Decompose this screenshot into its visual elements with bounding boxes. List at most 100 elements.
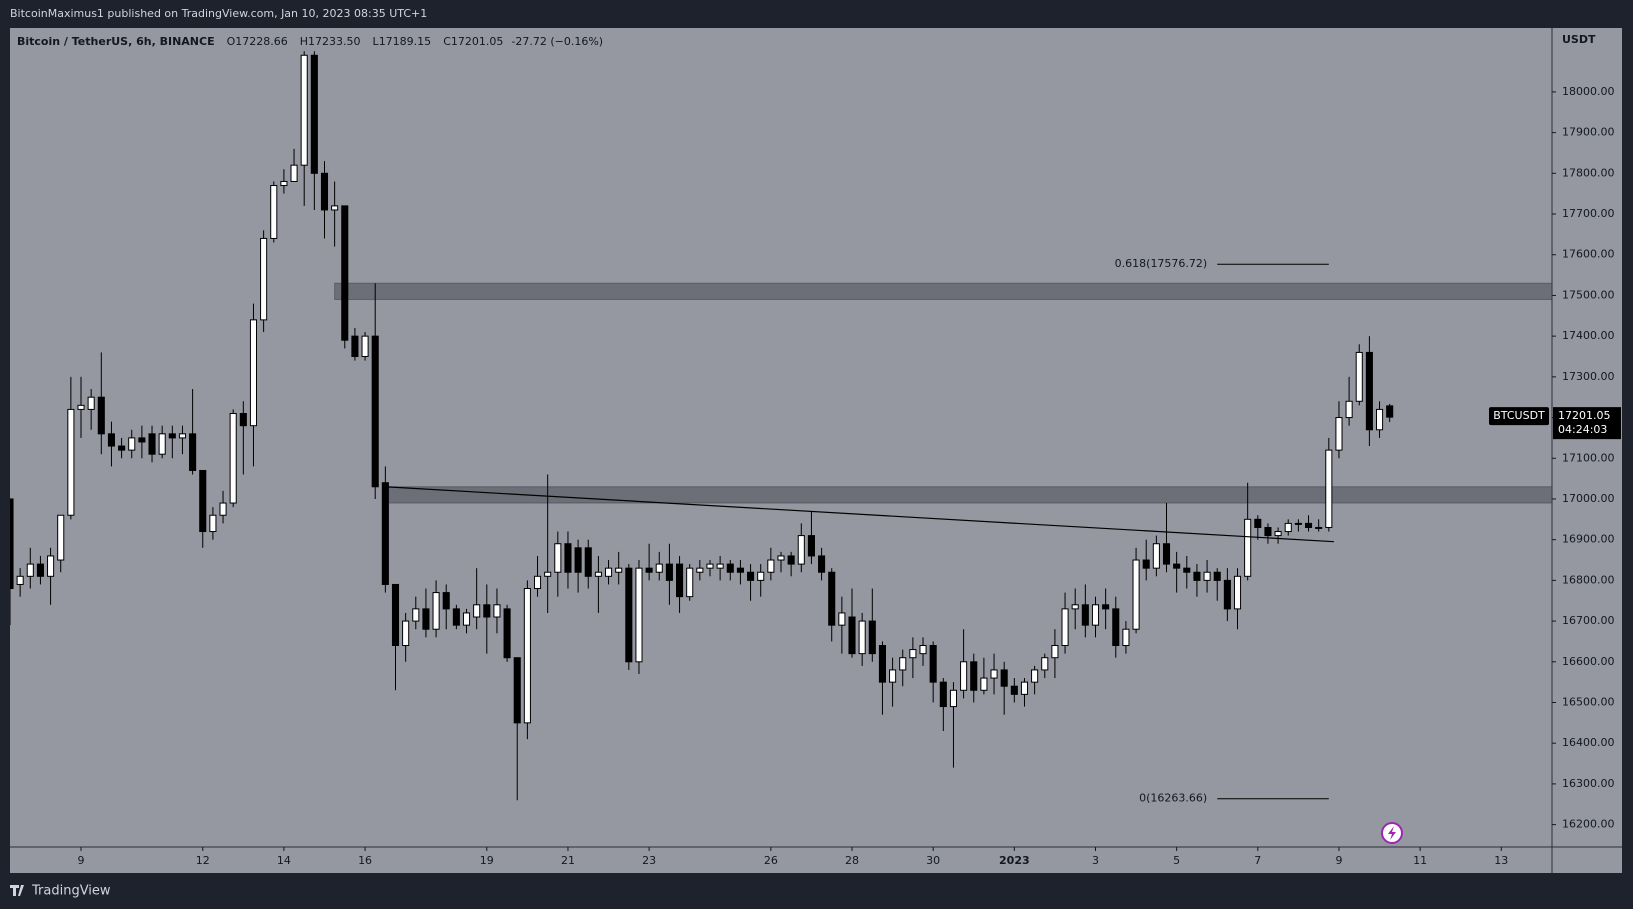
candle-body xyxy=(635,567,643,663)
candle-body xyxy=(178,433,187,439)
candle-body xyxy=(351,335,359,357)
y-tick-label: 17300.00 xyxy=(1562,370,1615,383)
candle-body xyxy=(1223,579,1231,610)
event-icon-bolt xyxy=(1388,826,1396,840)
candle-body xyxy=(229,412,237,504)
candle-body xyxy=(1284,522,1292,533)
countdown: 04:24:03 xyxy=(1558,423,1607,436)
y-tick-label: 16200.00 xyxy=(1562,818,1615,831)
x-tick-label: 23 xyxy=(642,854,656,867)
candle-body xyxy=(148,433,156,455)
legend-field-value: 17201.05 xyxy=(451,35,504,48)
legend: Bitcoin / TetherUS, 6h, BINANCE O17228.66… xyxy=(17,35,603,48)
candle-body xyxy=(523,588,531,724)
candle-body xyxy=(818,555,826,573)
candle-body xyxy=(1233,575,1242,610)
candle-body xyxy=(57,514,65,561)
candle-body xyxy=(1365,351,1373,431)
candle-body xyxy=(209,514,217,533)
candle-body xyxy=(1162,543,1171,565)
candle-body xyxy=(128,437,136,451)
brand-logo xyxy=(10,885,24,896)
candle-body xyxy=(422,608,430,630)
x-tick-label: 9 xyxy=(78,854,85,867)
candle-body xyxy=(1335,417,1343,451)
candle-body xyxy=(564,543,572,573)
candle-body xyxy=(838,612,846,626)
candle-body xyxy=(189,433,197,471)
candle-body xyxy=(1193,571,1201,581)
x-tick-label: 9 xyxy=(1335,854,1342,867)
candle-body xyxy=(260,237,268,321)
candle-body xyxy=(442,592,450,610)
candle-body xyxy=(584,547,592,577)
candle-body xyxy=(929,645,937,683)
candle-body xyxy=(726,563,734,573)
fib-label: 0(16263.66) xyxy=(1139,792,1207,805)
candle-body xyxy=(625,567,633,663)
candle-body xyxy=(1152,543,1160,569)
x-tick-label: 26 xyxy=(764,854,778,867)
y-tick-label: 17900.00 xyxy=(1562,126,1615,139)
x-tick-label: 14 xyxy=(277,854,291,867)
candle-body xyxy=(1294,522,1302,525)
candle-body xyxy=(1325,449,1333,528)
y-tick-label: 17600.00 xyxy=(1562,248,1615,261)
candle-body xyxy=(381,482,389,585)
candle-body xyxy=(473,604,481,618)
legend-symbol: Bitcoin / TetherUS, 6h, BINANCE xyxy=(17,35,215,48)
candle-body xyxy=(462,612,471,626)
candle-body xyxy=(716,563,724,569)
legend-field-value: 17233.50 xyxy=(308,35,361,48)
candle-body xyxy=(47,555,55,577)
candle-body xyxy=(1244,518,1252,577)
candle-body xyxy=(452,608,460,626)
candle-body xyxy=(1122,628,1130,647)
candle-body xyxy=(807,535,815,557)
candle-body xyxy=(655,563,663,573)
candle-body xyxy=(432,592,440,630)
candle-body xyxy=(1274,531,1282,537)
candle-body xyxy=(1041,657,1049,671)
ticker-label: BTCUSDT xyxy=(1493,409,1545,422)
candle-body xyxy=(1102,604,1110,610)
last-price-box xyxy=(1553,407,1621,440)
candle-body xyxy=(878,645,886,683)
zone xyxy=(384,486,1552,504)
candle-body xyxy=(848,616,856,655)
y-tick-label: 16500.00 xyxy=(1562,695,1615,708)
candle-body xyxy=(320,172,329,211)
candle-body xyxy=(1304,522,1313,528)
candle-body xyxy=(1375,408,1384,431)
candle-body xyxy=(412,608,420,622)
y-tick-label: 16600.00 xyxy=(1562,655,1615,668)
y-tick-label: 16800.00 xyxy=(1562,573,1615,586)
candle-body xyxy=(1315,526,1323,529)
y-tick-label: 16900.00 xyxy=(1562,533,1615,546)
y-tick-label: 17400.00 xyxy=(1562,329,1615,342)
candle-body xyxy=(341,205,349,341)
candle-body xyxy=(594,571,602,577)
x-tick-label: 19 xyxy=(480,854,494,867)
candle-body xyxy=(615,567,623,573)
candle-body xyxy=(97,396,105,435)
candle-body xyxy=(970,661,978,691)
candle-body xyxy=(26,563,34,577)
candle-body xyxy=(949,689,958,708)
y-tick-label: 17700.00 xyxy=(1562,207,1615,220)
candle-body xyxy=(544,571,552,577)
x-tick-label: 7 xyxy=(1254,854,1261,867)
x-tick-label: 13 xyxy=(1494,854,1508,867)
candle-body xyxy=(1010,685,1018,695)
candle-body xyxy=(757,571,765,581)
x-tick-label: 12 xyxy=(196,854,210,867)
candle-body xyxy=(118,445,126,451)
candle-body xyxy=(980,677,988,691)
candle-body xyxy=(899,657,907,671)
candle-body xyxy=(1020,681,1029,695)
legend-change: -27.72 (−0.16%) xyxy=(511,35,603,48)
candle-body xyxy=(168,433,176,439)
candle-body xyxy=(402,620,410,647)
candle-body xyxy=(1061,608,1069,647)
candle-body xyxy=(1264,526,1272,537)
